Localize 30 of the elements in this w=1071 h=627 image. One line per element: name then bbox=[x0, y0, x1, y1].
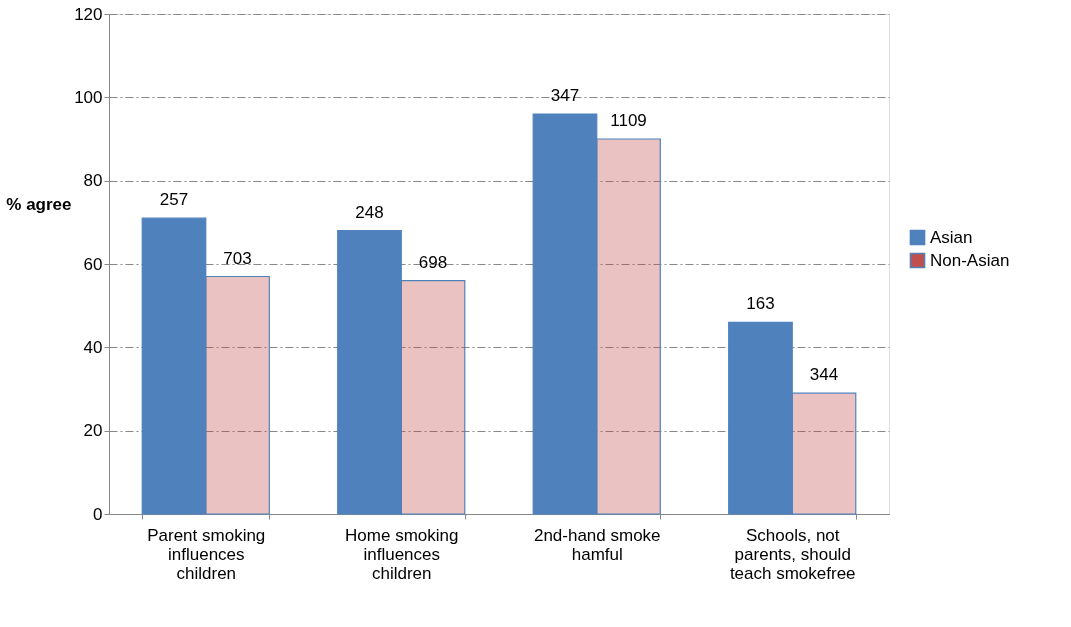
y-tick-label: 0 bbox=[93, 504, 103, 524]
bar bbox=[205, 275, 270, 515]
annotation: 1109 bbox=[610, 111, 647, 130]
x-tick-label: Home smoking influences children bbox=[345, 525, 459, 583]
y-tick-label: 60 bbox=[83, 254, 103, 274]
annotation: 257 bbox=[159, 190, 189, 210]
bar bbox=[400, 280, 466, 515]
annotation: 248 bbox=[355, 202, 384, 222]
bar bbox=[728, 321, 793, 515]
y-tick-label: 40 bbox=[83, 337, 103, 357]
y-tick-label: 20 bbox=[83, 421, 103, 441]
x-tick-label: Parent smoking influences children bbox=[147, 525, 266, 583]
x-tick-label: 2nd-hand smoke hamful bbox=[533, 525, 661, 564]
y-tick-label: 100 bbox=[74, 87, 103, 107]
y-tick-label: 80 bbox=[83, 171, 103, 191]
annotation: 163 bbox=[746, 294, 775, 314]
bar bbox=[141, 217, 207, 515]
bar bbox=[532, 113, 598, 515]
y-tick-label: 120 bbox=[74, 4, 103, 24]
bar bbox=[337, 230, 402, 515]
annotation: 347 bbox=[550, 86, 580, 105]
annotation: 344 bbox=[809, 365, 839, 385]
bar bbox=[791, 392, 857, 515]
legend-label: Non-Asian bbox=[930, 250, 1010, 270]
bar bbox=[596, 138, 661, 515]
y-axis-title: % agree bbox=[6, 194, 72, 214]
annotation: 698 bbox=[418, 252, 448, 272]
annotation: 703 bbox=[223, 248, 252, 268]
legend-label: Asian bbox=[930, 227, 973, 247]
x-tick-label: Schools, not parents, should teach smokefree bbox=[729, 525, 856, 583]
